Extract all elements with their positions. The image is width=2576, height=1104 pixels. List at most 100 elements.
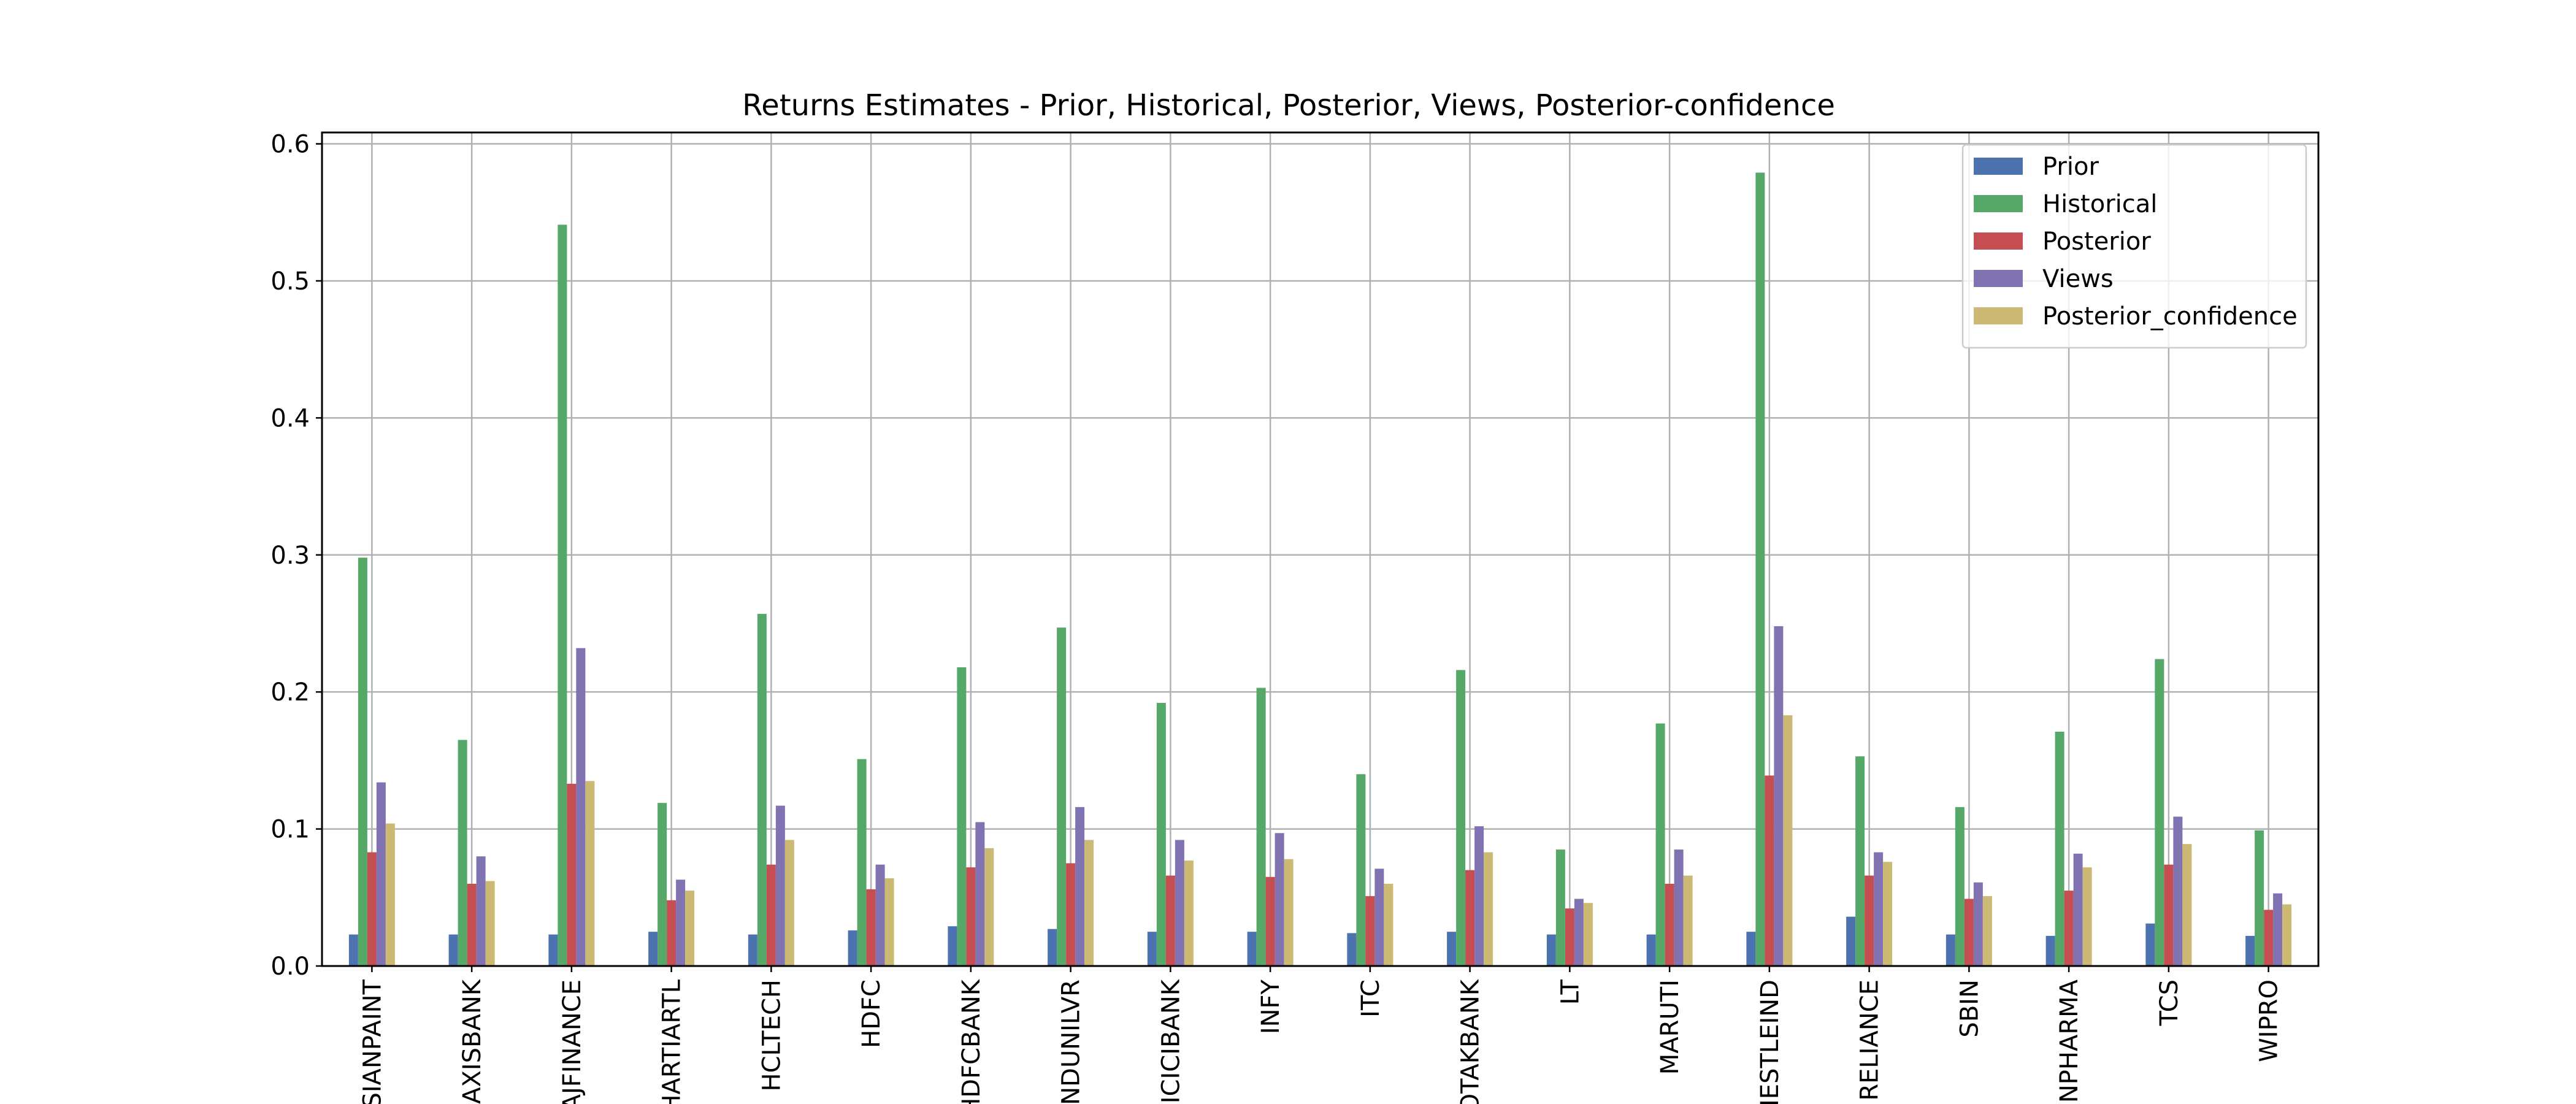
bar-posterior-confidence — [1384, 883, 1393, 966]
legend-label: Posterior_confidence — [2042, 302, 2298, 331]
bar-prior — [648, 932, 658, 966]
bar-views — [875, 864, 885, 966]
x-tick-label: AXISBANK — [458, 978, 486, 1104]
bar-posterior — [1465, 870, 1475, 966]
x-tick-label: LT — [1556, 979, 1584, 1005]
bar-historical — [1855, 756, 1865, 966]
x-tick-label: HCLTECH — [757, 979, 786, 1092]
x-tick-label: SUNPHARMA — [2055, 979, 2083, 1104]
bar-posterior-confidence — [1184, 860, 1194, 966]
bar-historical — [558, 224, 567, 966]
bar-prior — [948, 926, 957, 966]
bar-posterior — [1665, 883, 1674, 966]
bar-posterior — [2264, 910, 2274, 966]
chart-title: Returns Estimates - Prior, Historical, P… — [742, 88, 1835, 123]
legend-swatch — [1974, 307, 2023, 324]
bar-prior — [1247, 932, 1257, 966]
y-tick-label: 0.4 — [270, 404, 310, 432]
bar-views — [1674, 849, 1684, 966]
y-tick-label: 0.0 — [270, 953, 310, 981]
bar-posterior — [766, 864, 776, 966]
bar-prior — [2045, 935, 2055, 966]
legend-label: Views — [2042, 265, 2114, 293]
x-tick-label: HINDUNILVR — [1057, 979, 1086, 1104]
x-tick-label: BHARTIARTL — [658, 979, 686, 1104]
bar-posterior-confidence — [2182, 844, 2192, 966]
bar-posterior — [1066, 863, 1076, 966]
y-tick-label: 0.3 — [270, 542, 310, 570]
bar-views — [1275, 833, 1284, 966]
bar-posterior-confidence — [485, 881, 495, 966]
bar-views — [1973, 882, 1983, 966]
bar-views — [476, 856, 486, 966]
x-tick-label: WIPRO — [2255, 979, 2283, 1062]
bar-posterior — [2164, 864, 2174, 966]
bar-views — [576, 648, 586, 966]
y-tick-label: 0.2 — [270, 678, 310, 707]
bar-prior — [448, 934, 458, 966]
bar-prior — [1546, 934, 1556, 966]
bar-views — [1474, 826, 1484, 966]
bar-posterior — [1765, 775, 1774, 966]
bar-historical — [1755, 172, 1765, 966]
bar-posterior-confidence — [585, 781, 595, 966]
x-tick-label: MARUTI — [1656, 979, 1684, 1075]
bar-prior — [348, 934, 358, 966]
bar-views — [2173, 816, 2183, 966]
bar-views — [975, 822, 985, 966]
legend-label: Prior — [2042, 153, 2099, 181]
bar-historical — [657, 803, 667, 966]
x-axis: ASIANPAINT AXISBANK BAJFINANCE BHARTIARTL HC… — [358, 966, 2283, 1104]
bar-views — [376, 782, 386, 966]
x-tick-label: INFY — [1257, 979, 1285, 1034]
bar-historical — [1356, 774, 1366, 966]
bar-historical — [1456, 670, 1466, 966]
bar-historical — [1555, 849, 1565, 966]
bar-historical — [1256, 688, 1266, 966]
bar-posterior — [1265, 876, 1275, 966]
bar-views — [775, 805, 785, 966]
x-tick-label: BAJFINANCE — [558, 979, 586, 1104]
bar-historical — [857, 759, 867, 966]
bar-prior — [748, 934, 757, 966]
bar-prior — [1846, 916, 1856, 966]
x-tick-label: HDFCBANK — [957, 978, 986, 1104]
bar-posterior-confidence — [784, 840, 794, 966]
bar-posterior-confidence — [1583, 903, 1593, 966]
x-tick-label: NESTLEIND — [1756, 979, 1784, 1104]
bar-views — [1874, 852, 1884, 966]
bar-prior — [1048, 929, 1057, 966]
x-tick-label: ICICIBANK — [1157, 978, 1185, 1103]
legend-swatch — [1974, 195, 2023, 212]
bar-posterior-confidence — [2282, 904, 2292, 966]
bar-prior — [548, 934, 558, 966]
legend-box — [1961, 144, 2307, 349]
bar-historical — [458, 740, 467, 966]
y-tick-label: 0.1 — [270, 816, 310, 844]
bar-posterior — [1365, 896, 1375, 966]
bar-prior — [1347, 933, 1357, 966]
legend-swatch — [1974, 158, 2023, 175]
legend-label: Posterior — [2042, 228, 2151, 256]
bar-posterior — [667, 900, 677, 966]
bar-prior — [1945, 934, 1955, 966]
plot-area-frame — [321, 131, 2320, 967]
bar-prior — [848, 930, 857, 966]
bar-posterior — [567, 783, 577, 966]
bar-historical — [1955, 807, 1965, 966]
bar-historical — [2155, 659, 2164, 966]
bar-posterior — [1964, 899, 1974, 966]
bar-posterior-confidence — [1284, 859, 1294, 966]
bar-historical — [1057, 627, 1067, 966]
bar-prior — [2145, 923, 2155, 966]
bar-posterior — [1565, 908, 1574, 966]
x-tick-label: TCS — [2155, 979, 2183, 1026]
bar-posterior-confidence — [884, 878, 894, 966]
bar-posterior-confidence — [1982, 896, 1992, 966]
bar-posterior-confidence — [1084, 840, 1094, 966]
bar-views — [2073, 853, 2083, 966]
bar-posterior — [866, 889, 876, 966]
x-tick-label: ITC — [1357, 979, 1385, 1018]
legend-swatch — [1974, 232, 2023, 250]
